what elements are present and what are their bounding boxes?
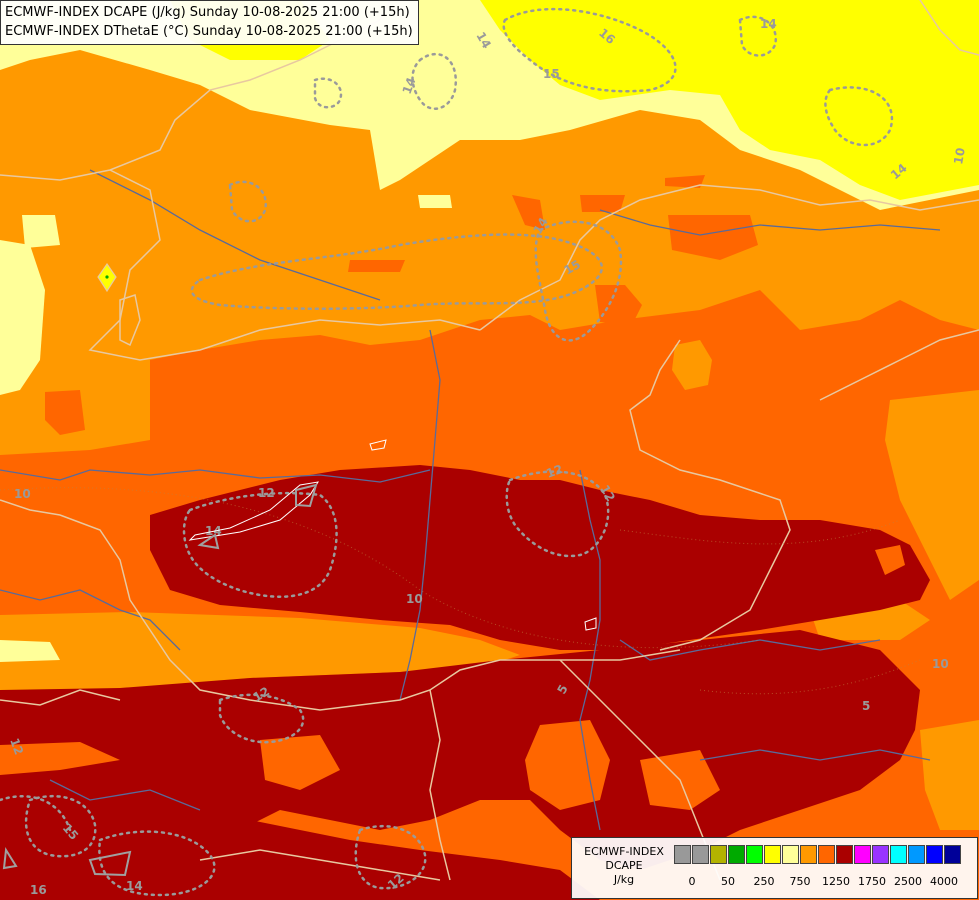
legend-swatch [836, 845, 853, 864]
legend-swatch-row [674, 845, 962, 864]
legend: ECMWF-INDEX DCAPE J/kg 0 50 250 750 1250 1750… [571, 837, 978, 899]
legend-tick-label: 0 [688, 875, 696, 888]
legend-swatch [692, 845, 709, 864]
legend-swatch [764, 845, 781, 864]
contour-label: 16 [30, 883, 47, 897]
fill-1250-southwest [0, 770, 600, 900]
fill-1000-sw-strip [0, 742, 120, 775]
lake-outline [188, 481, 320, 541]
contour-label: 5 [862, 699, 870, 713]
legend-swatch [872, 845, 889, 864]
lake-outline [295, 483, 318, 508]
legend-title: ECMWF-INDEX DCAPE J/kg [576, 845, 672, 887]
fill-1000-east-patch [875, 545, 905, 575]
contour-label: 12 [7, 736, 26, 756]
map-title-dthetae: ECMWF-INDEX DThetaE (°C) Sunday 10-08-20… [5, 24, 413, 39]
contour-label: 10 [406, 592, 423, 606]
map-title-dcape: ECMWF-INDEX DCAPE (J/kg) Sunday 10-08-20… [5, 5, 410, 20]
thin-contours [0, 487, 921, 695]
legend-tick-label: 50 [721, 875, 735, 888]
lake-outline [2, 847, 18, 870]
lake-outline [197, 533, 220, 550]
contour-label: 12 [258, 486, 275, 500]
fill-1000-patch-e [348, 260, 405, 272]
fill-1000-patch-f [665, 175, 705, 188]
lake-outline [88, 850, 132, 877]
legend-swatch [674, 845, 691, 864]
lake-outline [584, 617, 597, 631]
contour-label: 10 [951, 147, 968, 166]
legend-swatch [926, 845, 943, 864]
fill-1000-patch-c [512, 195, 545, 230]
contour-label: 12 [544, 462, 564, 481]
fill-1000-patch-b [595, 285, 642, 325]
legend-swatch [728, 845, 745, 864]
fill-1250-main [150, 465, 930, 650]
fill-1000-south-patch [525, 720, 610, 810]
legend-swatch [908, 845, 925, 864]
rivers [0, 169, 941, 831]
fill-750-patch-mid [672, 340, 712, 390]
legend-units: J/kg [613, 873, 635, 886]
fill-500-west-1 [0, 240, 45, 395]
legend-swatch [890, 845, 907, 864]
legend-tick-label: 750 [789, 875, 811, 888]
legend-tick-row: 0 50 250 750 1250 1750 2500 4000 [572, 875, 977, 889]
fill-250-north [480, 0, 979, 200]
fill-1000-patch-d [580, 195, 625, 212]
fill-750-east-2 [920, 720, 979, 830]
dthetae-contours [0, 7, 894, 897]
legend-swatch [746, 845, 763, 864]
legend-swatch [818, 845, 835, 864]
contour-label: 14 [400, 76, 419, 96]
fill-1000-south-patch-3 [260, 735, 340, 790]
lake-outline [369, 439, 387, 451]
legend-tick-label: 250 [753, 875, 775, 888]
legend-swatch [782, 845, 799, 864]
legend-tick-label: 1250 [822, 875, 850, 888]
contour-label: 15 [543, 67, 560, 81]
contour-label: 10 [932, 657, 949, 671]
fill-1000-patch-g [45, 390, 85, 435]
fill-750-band [0, 612, 520, 692]
legend-swatch [854, 845, 871, 864]
fill-500-patch-1 [418, 195, 452, 208]
legend-tick-label: 1750 [858, 875, 886, 888]
contour-label: 14 [760, 17, 777, 31]
fill-500-band [0, 640, 60, 662]
fill-1000-patch-a [668, 215, 758, 260]
fill-750-east-1 [885, 390, 979, 600]
contour-label: 10 [14, 487, 31, 501]
fill-500-west-2 [22, 215, 60, 248]
legend-title-line1: ECMWF-INDEX [584, 845, 664, 858]
legend-swatch [944, 845, 961, 864]
legend-title-line2: DCAPE [605, 859, 643, 872]
legend-tick-label: 2500 [894, 875, 922, 888]
contour-label: 14 [126, 879, 143, 893]
legend-tick-label: 4000 [930, 875, 958, 888]
map-title-box: ECMWF-INDEX DCAPE (J/kg) Sunday 10-08-20… [0, 0, 419, 45]
location-marker [97, 262, 117, 293]
legend-swatch [710, 845, 727, 864]
legend-swatch [800, 845, 817, 864]
